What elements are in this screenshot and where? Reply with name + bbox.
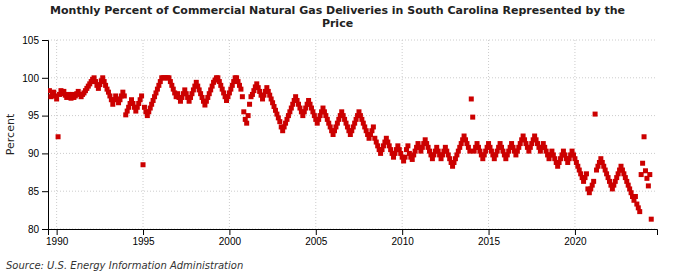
point bbox=[241, 109, 246, 114]
plot: 1990 1995 2000 2005 2010 2015 2020 80 85 90 95 100 1… bbox=[22, 35, 657, 247]
y-tick-label: 95 bbox=[28, 110, 40, 121]
x-tick: 2000 bbox=[219, 229, 242, 247]
y-axis-title: Percent bbox=[4, 113, 17, 155]
y-tick-label: 90 bbox=[28, 148, 40, 159]
title-line: Price bbox=[322, 17, 353, 30]
x-tick-mark bbox=[57, 229, 58, 235]
x-tick-label: 1990 bbox=[46, 236, 69, 247]
y-tick-label: 100 bbox=[22, 73, 39, 84]
x-grid-line bbox=[402, 40, 403, 229]
y-grid-line bbox=[48, 40, 657, 41]
x-tick-label: 2020 bbox=[564, 236, 587, 247]
x-tick-mark bbox=[402, 229, 403, 235]
x-axis-line bbox=[49, 230, 658, 236]
grid bbox=[48, 40, 657, 229]
y-tick: 80 bbox=[28, 224, 48, 235]
point bbox=[591, 179, 596, 184]
x-grid-line bbox=[315, 40, 316, 229]
point bbox=[646, 183, 651, 188]
y-grid-line bbox=[48, 191, 657, 192]
x-tick-mark bbox=[316, 229, 317, 235]
chart: Monthly Percent of Commercial Natural Ga… bbox=[0, 0, 675, 275]
x-grid-line bbox=[574, 40, 575, 229]
y-tick-label: 85 bbox=[28, 186, 40, 197]
point bbox=[405, 143, 410, 148]
x-tick: 2015 bbox=[478, 229, 501, 247]
point bbox=[141, 162, 146, 167]
title: Monthly Percent of Commercial Natural Ga… bbox=[50, 4, 625, 30]
point bbox=[633, 194, 638, 199]
x-tick-mark bbox=[143, 229, 144, 235]
point bbox=[277, 119, 282, 124]
x-grid-line bbox=[488, 40, 489, 229]
point bbox=[593, 112, 598, 117]
point bbox=[403, 155, 408, 160]
point bbox=[142, 105, 147, 110]
x-axis: 1990 1995 2000 2005 2010 2015 2020 bbox=[46, 229, 657, 247]
y-tick-label: 105 bbox=[22, 35, 39, 46]
point bbox=[470, 115, 475, 120]
point bbox=[247, 102, 252, 107]
y-tick-mark bbox=[42, 229, 48, 230]
y-tick-mark bbox=[42, 40, 48, 41]
point bbox=[246, 113, 251, 118]
y-tick-mark bbox=[42, 116, 48, 117]
point bbox=[639, 172, 644, 177]
y-tick: 90 bbox=[28, 148, 48, 159]
y-tick: 105 bbox=[22, 35, 48, 46]
y-axis-line bbox=[42, 41, 49, 230]
point bbox=[371, 124, 376, 129]
point bbox=[410, 157, 415, 162]
x-grid-line bbox=[143, 40, 144, 229]
x-tick-label: 2005 bbox=[305, 236, 328, 247]
point bbox=[467, 149, 472, 154]
y-tick: 100 bbox=[22, 73, 48, 84]
x-tick-label: 2015 bbox=[478, 236, 501, 247]
point bbox=[637, 209, 642, 214]
x-tick: 1995 bbox=[132, 229, 155, 247]
point bbox=[56, 134, 61, 139]
y-grid-line bbox=[48, 115, 657, 116]
y-tick: 95 bbox=[28, 110, 48, 121]
x-tick: 2005 bbox=[305, 229, 328, 247]
point bbox=[244, 121, 249, 126]
x-tick-label: 1995 bbox=[132, 236, 155, 247]
x-tick-mark bbox=[575, 229, 576, 235]
point bbox=[649, 217, 654, 222]
point bbox=[238, 87, 243, 92]
point bbox=[139, 93, 144, 98]
y-tick-mark bbox=[42, 78, 48, 79]
point bbox=[122, 93, 127, 98]
point bbox=[469, 96, 474, 101]
point bbox=[647, 172, 652, 177]
point bbox=[584, 171, 589, 176]
x-tick: 2020 bbox=[564, 229, 587, 247]
point bbox=[240, 94, 245, 99]
x-tick: 1990 bbox=[46, 229, 69, 247]
x-tick-mark bbox=[229, 229, 230, 235]
source: Source: U.S. Energy Information Administ… bbox=[6, 260, 243, 271]
y-grid-line bbox=[48, 77, 657, 78]
point bbox=[640, 161, 645, 166]
point bbox=[642, 134, 647, 139]
point bbox=[643, 168, 648, 173]
x-tick-mark bbox=[489, 229, 490, 235]
title-line: Monthly Percent of Commercial Natural Ga… bbox=[50, 4, 625, 17]
y-axis: 80 85 90 95 100 105 bbox=[22, 35, 48, 235]
x-grid-line bbox=[229, 40, 230, 229]
x-tick: 2010 bbox=[392, 229, 415, 247]
y-tick-mark bbox=[42, 191, 48, 192]
x-tick-label: 2010 bbox=[392, 236, 415, 247]
point bbox=[54, 96, 59, 101]
point bbox=[110, 102, 115, 107]
y-tick-mark bbox=[42, 153, 48, 154]
points bbox=[48, 75, 654, 221]
x-tick-label: 2000 bbox=[219, 236, 242, 247]
y-tick-label: 80 bbox=[28, 224, 40, 235]
y-tick: 85 bbox=[28, 186, 48, 197]
